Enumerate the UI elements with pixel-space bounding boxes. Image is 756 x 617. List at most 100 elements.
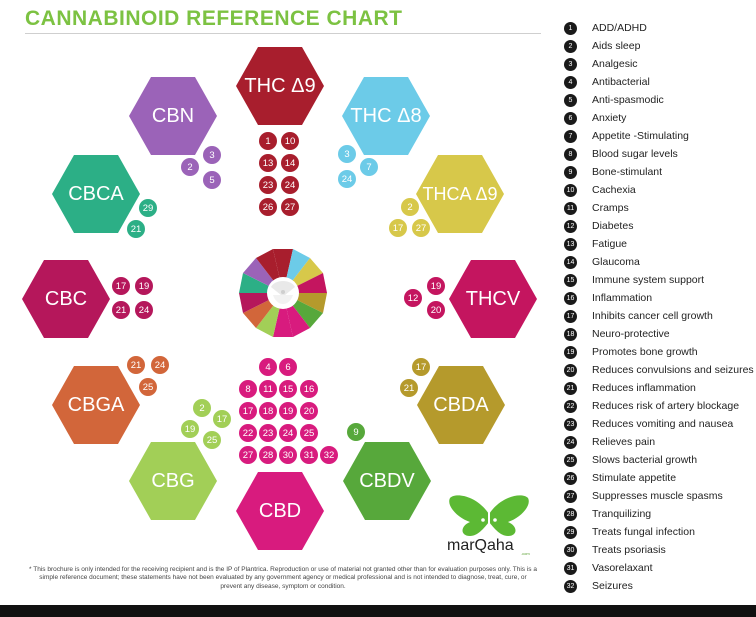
legend-number: 6 [564, 111, 577, 125]
hex-cbc: CBC [22, 260, 110, 338]
badge-cbd: 18 [259, 402, 277, 420]
legend-number: 26 [564, 471, 577, 485]
legend-number: 10 [564, 183, 577, 197]
legend-number: 15 [564, 273, 577, 287]
legend-item: 20 Reduces convulsions and seizures [564, 361, 754, 379]
badge-cbg: 19 [181, 420, 199, 438]
hex-thc8: THC Δ8 [342, 77, 430, 155]
legend-label: Appetite -Stimulating [592, 130, 689, 142]
legend-label: Fatigue [592, 238, 628, 250]
badge-cbca: 21 [127, 220, 145, 238]
legend-label: Blood sugar levels [592, 148, 678, 160]
legend-label: Antibacterial [592, 76, 650, 88]
legend-number: 28 [564, 507, 577, 521]
legend-number: 19 [564, 345, 577, 359]
badge-cbdv: 9 [347, 423, 365, 441]
badge-thc8: 3 [338, 145, 356, 163]
badge-cbda: 17 [412, 358, 430, 376]
legend-label: Reduces inflammation [592, 382, 696, 394]
legend-label: Stimulate appetite [592, 472, 677, 484]
legend-number: 2 [564, 39, 577, 53]
badge-cbga: 25 [139, 378, 157, 396]
legend-number: 1 [564, 21, 577, 35]
badge-cbd: 4 [259, 358, 277, 376]
legend-item: 13 Fatigue [564, 235, 627, 253]
badge-thc9: 1 [259, 132, 277, 150]
legend-number: 13 [564, 237, 577, 251]
badge-thca9: 17 [389, 219, 407, 237]
legend-number: 11 [564, 201, 577, 215]
badge-cbd: 20 [300, 402, 318, 420]
hex-cbdv-label: CBDV [359, 469, 415, 492]
hex-cbga: CBGA [52, 366, 140, 444]
legend-number: 25 [564, 453, 577, 467]
legend-number: 4 [564, 75, 577, 89]
badge-cbc: 24 [135, 301, 153, 319]
legend-item: 29 Treats fungal infection [564, 523, 695, 541]
legend-number: 14 [564, 255, 577, 269]
badge-thc8: 7 [360, 158, 378, 176]
legend-label: Inflammation [592, 292, 653, 304]
legend-item: 12 Diabetes [564, 217, 633, 235]
badge-thca9: 2 [401, 198, 419, 216]
hex-thc9: THC Δ9 [236, 47, 324, 125]
legend-item: 10 Cachexia [564, 181, 636, 199]
legend-item: 24 Relieves pain [564, 433, 655, 451]
badge-cbg: 17 [213, 410, 231, 428]
badge-cbd: 22 [239, 424, 257, 442]
legend-number: 21 [564, 381, 577, 395]
legend-item: 28 Tranquilizing [564, 505, 651, 523]
legend-label: Reduces vomiting and nausea [592, 418, 734, 430]
legend-item: 5 Anti-spasmodic [564, 91, 664, 109]
hex-cbd-label: CBD [258, 499, 302, 522]
hex-thc8-label: THC Δ8 [350, 104, 422, 127]
cannabinoid-flower-icon [239, 249, 327, 337]
badge-cbc: 21 [112, 301, 130, 319]
badge-cbd: 30 [279, 446, 297, 464]
badge-thc9: 23 [259, 176, 277, 194]
badge-cbd: 15 [279, 380, 297, 398]
hex-cbdv: CBDV [343, 442, 431, 520]
hex-cbda-label: CBDA [433, 393, 489, 416]
legend-label: Aids sleep [592, 40, 641, 52]
legend-number: 3 [564, 57, 577, 71]
legend-number: 5 [564, 93, 577, 107]
legend-label: Analgesic [592, 58, 638, 70]
legend-label: Cramps [592, 202, 629, 214]
legend-label: Neuro-protective [592, 328, 670, 340]
badge-cbda: 21 [400, 379, 418, 397]
hex-cbg: CBG [129, 442, 217, 520]
legend-label: Seizures [592, 580, 633, 592]
badge-thcv: 20 [427, 301, 445, 319]
badge-cbc: 19 [135, 277, 153, 295]
badge-cbd: 19 [279, 402, 297, 420]
badge-cbg: 2 [193, 399, 211, 417]
legend-number: 31 [564, 561, 577, 575]
legend-number: 9 [564, 165, 577, 179]
badge-cbd: 25 [300, 424, 318, 442]
legend-number: 18 [564, 327, 577, 341]
hex-thca9-label: THCA Δ9 [422, 183, 498, 204]
legend-label: Slows bacterial growth [592, 454, 698, 466]
legend-item: 23 Reduces vomiting and nausea [564, 415, 733, 433]
legend-label: Diabetes [592, 220, 634, 232]
badge-thc9: 24 [281, 176, 299, 194]
legend-item: 4 Antibacterial [564, 73, 650, 91]
legend-item: 7 Appetite -Stimulating [564, 127, 689, 145]
badge-cbd: 32 [320, 446, 338, 464]
legend-label: Treats psoriasis [592, 544, 666, 556]
hex-cbn: CBN [129, 77, 217, 155]
disclaimer-footnote: * This brochure is only intended for the… [29, 566, 537, 590]
legend-label: Glaucoma [592, 256, 640, 268]
legend-number: 16 [564, 291, 577, 305]
legend-item: 1 ADD/ADHD [564, 19, 647, 37]
legend-item: 3 Analgesic [564, 55, 638, 73]
legend-number: 30 [564, 543, 577, 557]
legend-item: 11 Cramps [564, 199, 629, 217]
badge-cbn: 3 [203, 146, 221, 164]
badge-cbd: 11 [259, 380, 277, 398]
legend-label: Reduces convulsions and seizures [592, 364, 754, 376]
bottom-bar [0, 605, 756, 617]
badge-thc9: 10 [281, 132, 299, 150]
legend-number: 24 [564, 435, 577, 449]
